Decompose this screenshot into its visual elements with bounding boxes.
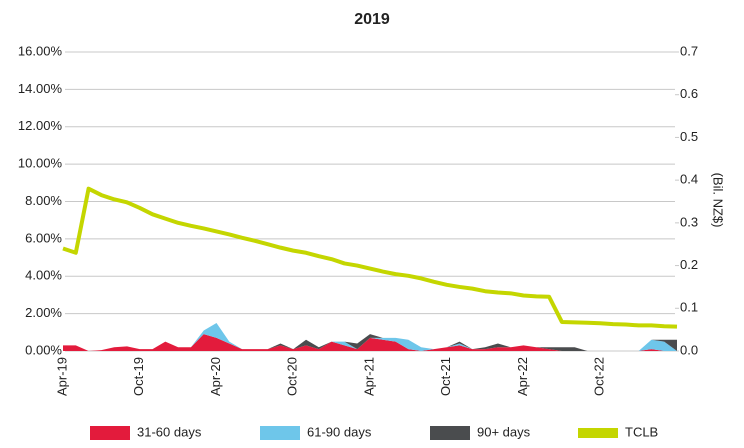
legend-label: TCLB [625, 424, 658, 439]
x-tick-label: Apr-20 [208, 357, 223, 396]
y-tick-label: 0.00% [25, 342, 62, 357]
legend-swatch [430, 426, 470, 440]
y2-tick-label: 0.0 [680, 342, 698, 357]
legend-label: 31-60 days [137, 424, 202, 439]
y2-axis-label: (Bil. NZ$) [711, 173, 726, 228]
x-tick-label: Apr-19 [54, 357, 69, 396]
y2-tick-label: 0.1 [680, 300, 698, 315]
area [63, 322, 677, 351]
y2-tick-label: 0.4 [680, 172, 698, 187]
y-tick-label: 12.00% [18, 118, 63, 133]
y2-tick-label: 0.6 [680, 86, 698, 101]
y-tick-label: 6.00% [25, 230, 62, 245]
y2-tick-label: 0.5 [680, 129, 698, 144]
x-tick-label: Oct-21 [438, 357, 453, 396]
x-tick-label: Apr-22 [515, 357, 530, 396]
legend-swatch [260, 426, 300, 440]
y-tick-label: 10.00% [18, 156, 63, 171]
area [63, 334, 677, 351]
y2-tick-label: 0.2 [680, 257, 698, 272]
legend-label: 61-90 days [307, 424, 372, 439]
x-tick-label: Oct-22 [592, 357, 607, 396]
legend-swatch [578, 428, 618, 438]
x-tick-label: Apr-21 [361, 357, 376, 396]
legend-label: 90+ days [477, 424, 531, 439]
x-tick-label: Oct-20 [285, 357, 300, 396]
line [62, 186, 678, 329]
area [63, 322, 677, 351]
y-tick-label: 16.00% [18, 43, 63, 58]
y-tick-label: 14.00% [18, 81, 63, 96]
y-tick-label: 8.00% [25, 193, 62, 208]
y-tick-label: 4.00% [25, 268, 62, 283]
legend-swatch [90, 426, 130, 440]
chart-title: 2019 [354, 11, 390, 28]
y-tick-label: 2.00% [25, 305, 62, 320]
y2-tick-label: 0.3 [680, 214, 698, 229]
x-tick-label: Oct-19 [131, 357, 146, 396]
y2-tick-label: 0.7 [680, 43, 698, 58]
